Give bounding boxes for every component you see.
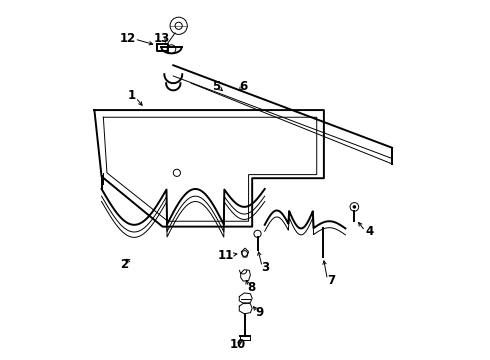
Text: 5: 5 [212, 80, 220, 93]
Text: 7: 7 [327, 274, 336, 287]
Text: 11: 11 [218, 249, 234, 262]
Text: 9: 9 [256, 306, 264, 319]
Text: 10: 10 [230, 338, 246, 351]
Text: 13: 13 [153, 32, 170, 45]
Circle shape [353, 205, 356, 209]
Text: 8: 8 [247, 281, 255, 294]
Text: 1: 1 [127, 89, 136, 102]
Text: 4: 4 [365, 225, 373, 238]
Text: 2: 2 [121, 258, 128, 271]
Text: 12: 12 [120, 32, 136, 45]
Text: 6: 6 [240, 80, 248, 93]
Text: 3: 3 [261, 261, 270, 274]
